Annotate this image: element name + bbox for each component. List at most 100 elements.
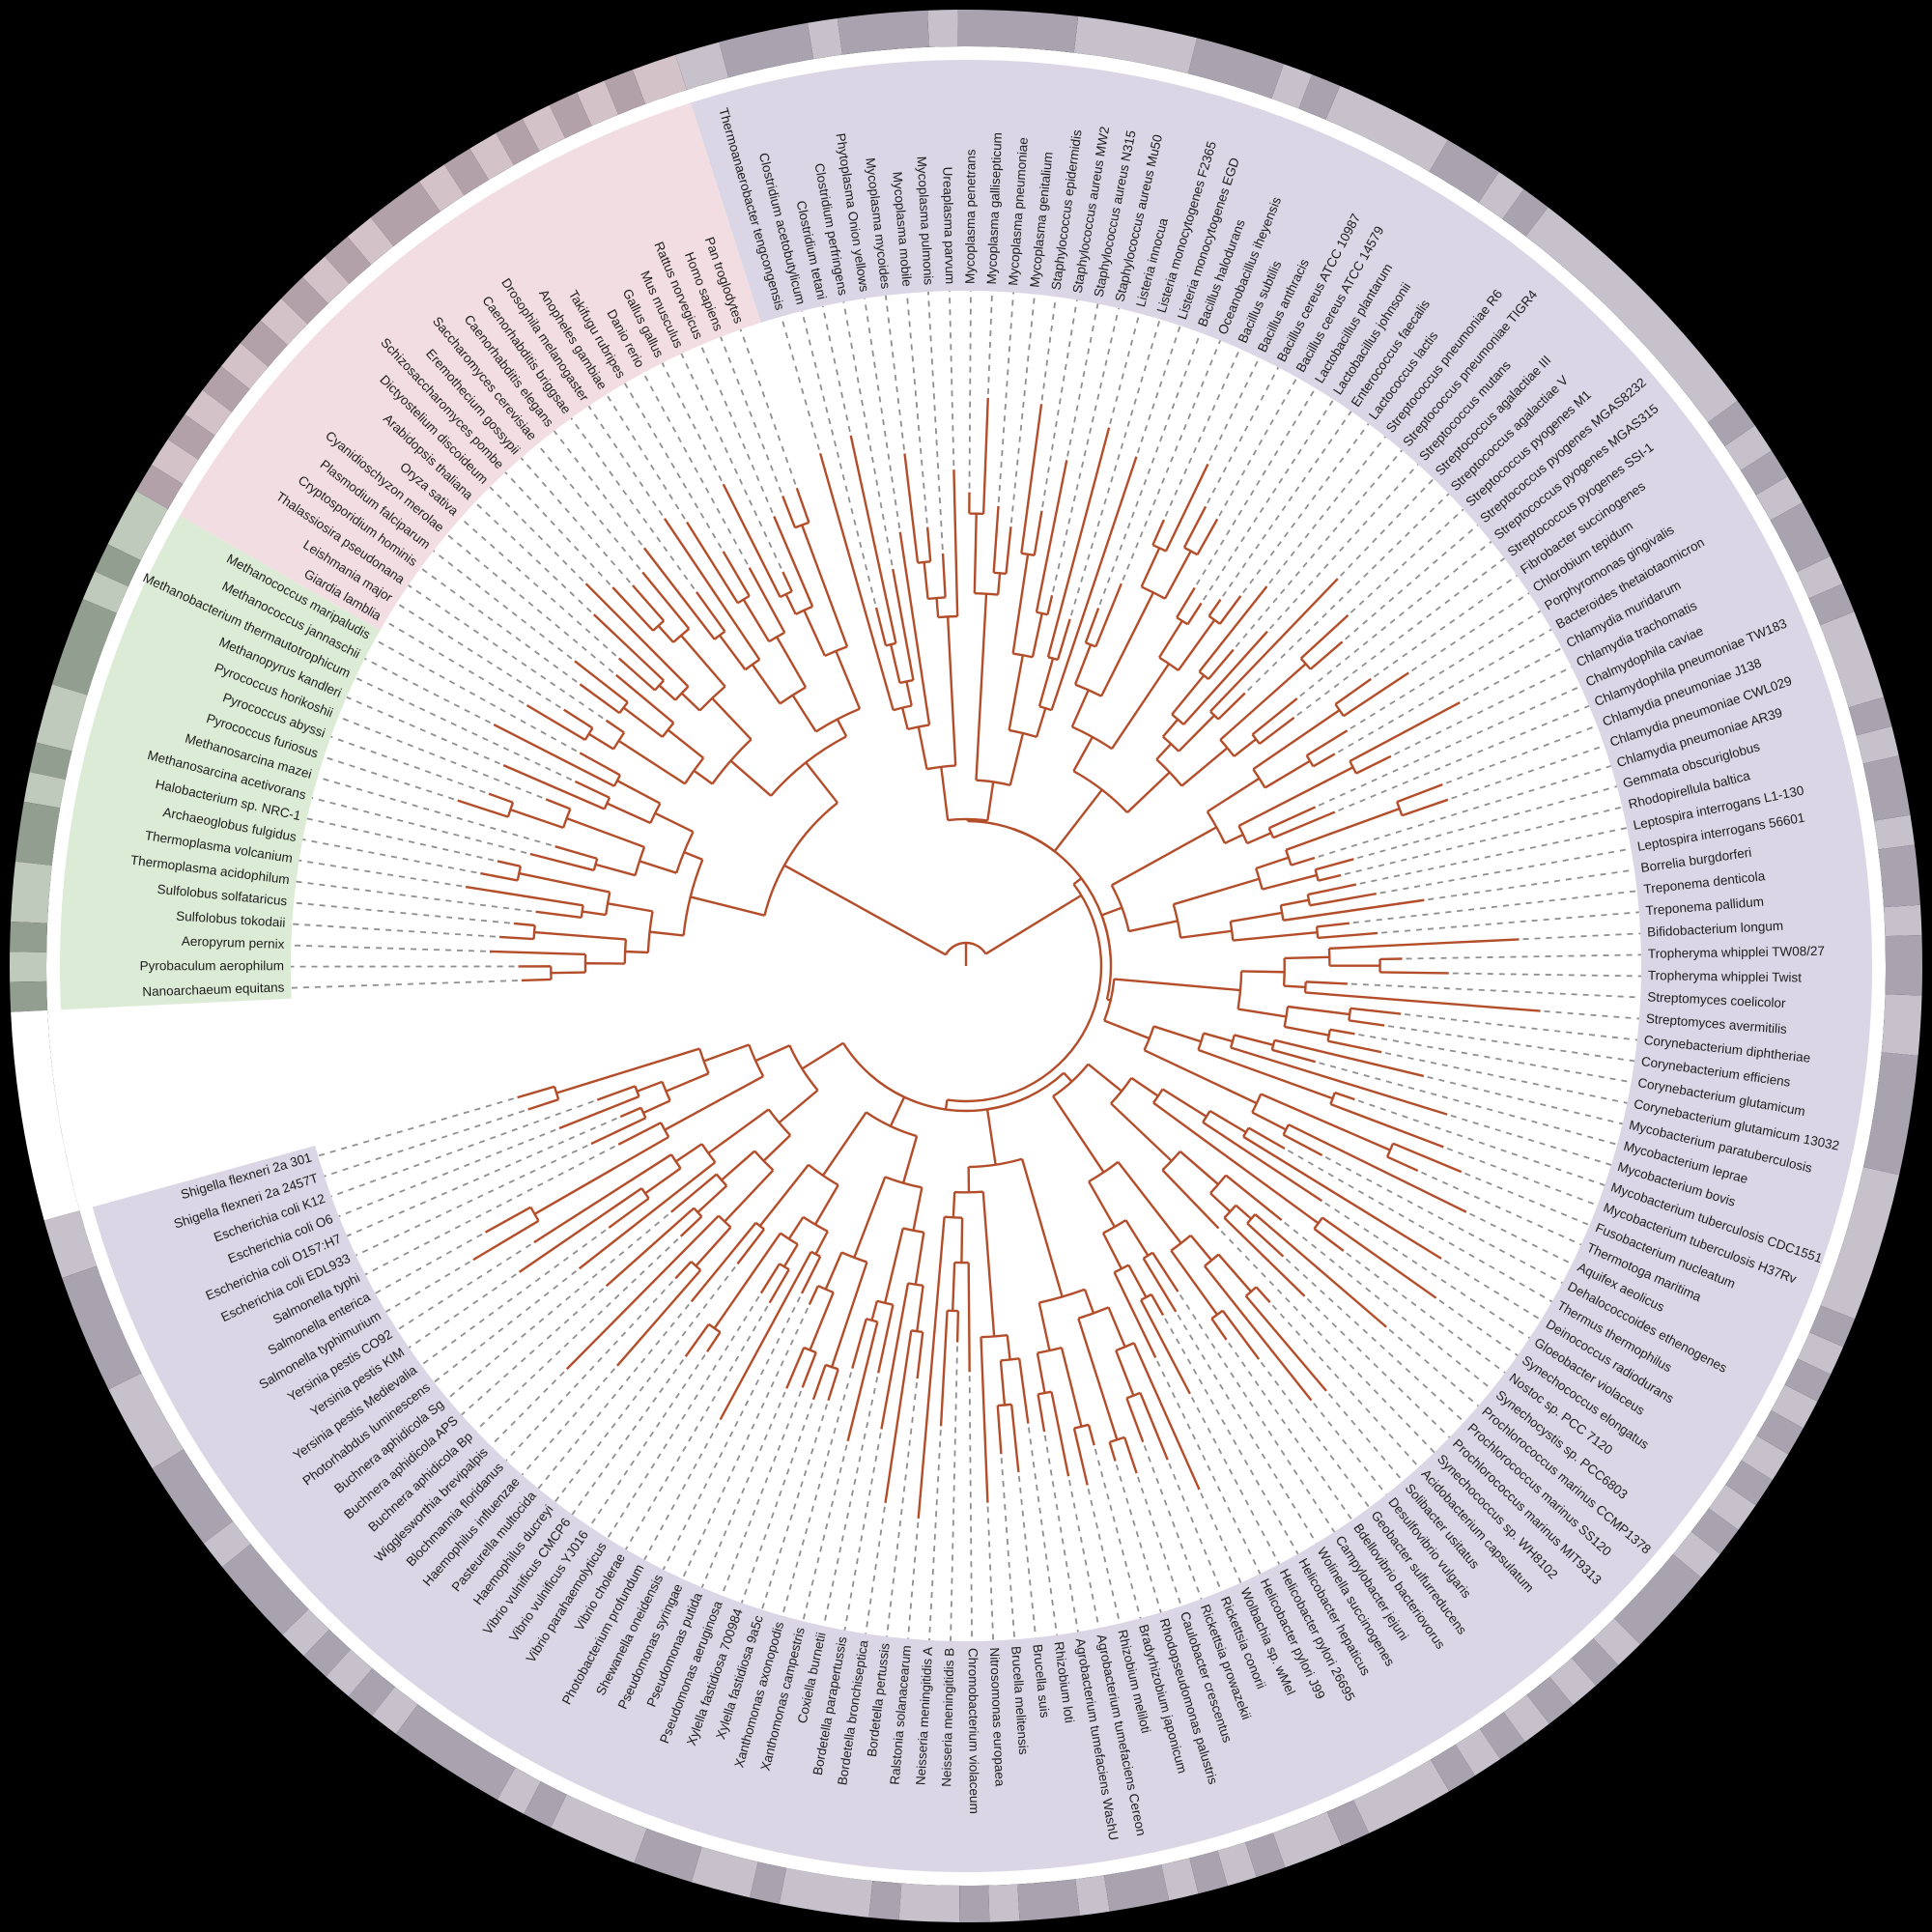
tree-branch <box>1396 782 1443 804</box>
tree-branch <box>986 781 995 821</box>
tree-branch <box>1077 1306 1109 1320</box>
tree-branch <box>1318 931 1378 940</box>
ring-segment <box>1525 207 1738 423</box>
tree-branch <box>1355 754 1392 775</box>
tree-branch <box>1206 810 1227 844</box>
leaf-guide <box>330 735 486 794</box>
ring-segment <box>1272 1811 1342 1868</box>
tree-branch <box>1053 788 1103 852</box>
ring-segment <box>62 1265 142 1390</box>
leaf-guide <box>822 1377 879 1627</box>
tree-branch <box>1204 1264 1313 1402</box>
tree-branch <box>722 483 781 598</box>
tree-branch <box>1108 1441 1117 1462</box>
leaf-guide <box>1318 765 1611 858</box>
tree-branch <box>954 1190 983 1194</box>
tree-branch <box>680 635 726 688</box>
tree-branch <box>1210 1318 1228 1341</box>
tree-branch <box>874 607 888 646</box>
tree-branch <box>1306 894 1312 906</box>
tree-branch <box>667 728 704 759</box>
tree-branch <box>801 1351 817 1388</box>
tree-branch <box>1318 873 1342 882</box>
tree-branch <box>1312 753 1336 768</box>
tree-branch <box>584 582 690 688</box>
tree-branch <box>997 1403 1012 1407</box>
leaf-guide <box>781 1372 853 1616</box>
ring-segment <box>1862 755 1911 821</box>
tree-branch <box>944 1215 963 1219</box>
taxon-label: Neisseria meningitidis B <box>939 1648 956 1787</box>
tree-branch <box>884 1330 913 1503</box>
leaf-guide <box>905 293 928 524</box>
tree-branch <box>783 864 947 956</box>
tree-branch <box>1050 456 1138 711</box>
leaf-guide <box>291 980 518 989</box>
tree-branch <box>1084 608 1100 643</box>
leaf-guide <box>1156 1360 1262 1575</box>
leaf-guide <box>1027 1427 1058 1635</box>
leaf-guide <box>1098 332 1202 606</box>
tree-branch <box>1251 697 1298 736</box>
ring-segment <box>222 1544 309 1635</box>
tree-branch <box>1046 427 1111 658</box>
tree-branch <box>923 561 929 600</box>
tree-branch <box>805 761 838 804</box>
ring-segment <box>1549 1658 1597 1706</box>
tree-branch <box>791 694 817 732</box>
tree-branch <box>1225 1174 1283 1222</box>
tree-branch <box>1291 856 1316 867</box>
leaf-guide <box>1260 1361 1371 1509</box>
leaf-guide <box>364 1145 616 1276</box>
tree-branch <box>1011 554 1030 654</box>
ring-segment <box>202 366 250 412</box>
tree-branch <box>1170 1249 1219 1316</box>
tree-branch <box>1251 1111 1287 1131</box>
tree-branch <box>903 453 920 563</box>
tree-branch <box>1124 1219 1150 1257</box>
taxon-label: Aeropyrum pernix <box>182 934 285 952</box>
tree-branch <box>981 1191 996 1337</box>
leaf-guide <box>1247 493 1450 692</box>
tree-branch <box>1073 643 1093 686</box>
leaf-guide <box>338 1128 556 1217</box>
tree-branch <box>1307 883 1357 896</box>
tree-branch <box>1140 1299 1191 1395</box>
tree-branch <box>782 1243 799 1267</box>
tree-branch <box>1379 971 1449 975</box>
tree-branch <box>1247 1126 1286 1151</box>
tree-branch <box>1274 1038 1425 1078</box>
tree-branch <box>877 1304 895 1374</box>
tree-branch <box>1186 602 1203 625</box>
tree-branch <box>967 1263 971 1373</box>
tree-branch <box>1100 591 1154 697</box>
tree-branch <box>558 1094 639 1130</box>
leaf-guide <box>1357 785 1618 860</box>
taxon-label: Streptomyces coelicolor <box>1647 989 1786 1010</box>
leaf-guide <box>396 602 561 709</box>
tree-branch <box>686 521 739 604</box>
tree-branch <box>1254 1213 1387 1328</box>
ring-segment <box>395 1704 516 1800</box>
tree-branch <box>1020 404 1043 554</box>
tree-branch <box>578 1161 717 1270</box>
taxon-label: Bifidobacterium longum <box>1647 919 1784 940</box>
leaf-guide <box>504 471 611 585</box>
tree-branch <box>1037 1394 1046 1433</box>
tree-branch <box>551 971 586 975</box>
tree-branch <box>674 685 690 701</box>
tree-branch <box>1176 616 1189 626</box>
tree-branch <box>663 518 761 661</box>
tree-branch <box>836 718 848 737</box>
tree-branch <box>999 1360 1007 1406</box>
leaf-guide <box>330 1100 594 1198</box>
leaf-guide <box>291 944 487 952</box>
leaf-guide <box>355 1144 588 1257</box>
tree-branch <box>1128 920 1179 933</box>
leaf-guide <box>1445 724 1598 784</box>
tree-branch <box>801 1041 844 1070</box>
leaf-guide <box>864 298 901 528</box>
ring-segment <box>1848 696 1892 736</box>
ring-segment <box>1325 85 1448 172</box>
tree-branch <box>1264 759 1311 789</box>
